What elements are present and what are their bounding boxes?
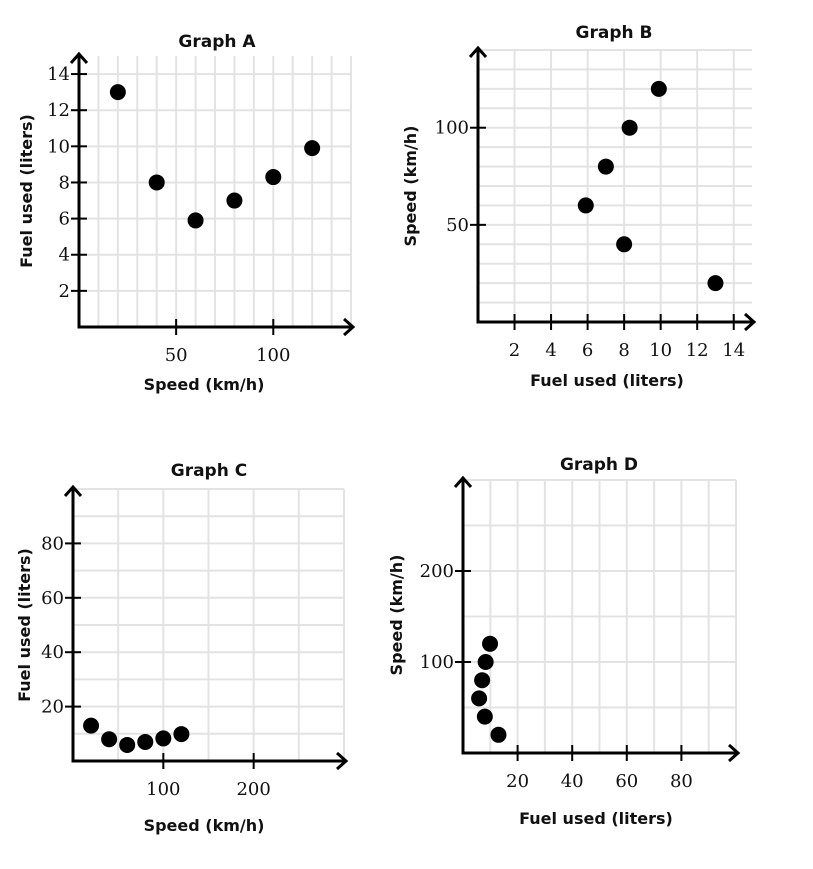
x-tick-label: 2: [509, 340, 520, 361]
data-point: [101, 731, 118, 748]
data-point: [173, 726, 190, 743]
y-tick-label: 4: [59, 245, 70, 266]
graph-b-grid: [478, 49, 752, 322]
graph-a-grid: [79, 56, 352, 327]
graph-c: 100 200 20 40 60 80 Graph C Speed (km/h) Fuel us…: [15, 461, 349, 835]
y-tick-label: 200: [420, 561, 454, 582]
x-axis-arrow-icon: [728, 743, 741, 763]
graph-b: 2 4 6 8 10 12 14 50 100 Graph B Fuel used (liters)…: [401, 23, 757, 390]
data-point: [707, 275, 724, 292]
graph-d-y-axis-label: Speed (km/h): [387, 555, 406, 676]
data-point: [155, 730, 172, 747]
graph-c-title: Graph C: [171, 461, 247, 481]
x-tick-label: 10: [649, 340, 672, 361]
y-tick-label: 8: [59, 172, 70, 193]
x-axis-arrow-icon: [343, 317, 356, 337]
x-tick-label: 12: [686, 340, 709, 361]
data-point: [477, 654, 494, 670]
data-point: [226, 192, 243, 209]
x-tick-label: 8: [618, 340, 629, 361]
y-axis-arrow-icon: [468, 45, 488, 58]
x-axis-arrow-icon: [336, 751, 349, 771]
x-tick-label: 80: [670, 771, 693, 792]
data-point: [476, 708, 493, 725]
y-tick-label: 60: [41, 588, 64, 609]
x-tick-label: 20: [506, 771, 529, 792]
x-tick-label: 4: [545, 340, 556, 361]
x-tick-label: 200: [236, 779, 270, 800]
graph-a: 50 100 2 4 6 8 10 12 14 Graph A Speed (km/h) Fuel u…: [17, 32, 356, 394]
x-tick-label: 100: [256, 345, 290, 366]
graph-a-title: Graph A: [178, 32, 256, 52]
y-tick-label: 100: [420, 652, 454, 673]
y-tick-label: 6: [59, 209, 70, 230]
x-axis-arrow-icon: [744, 312, 757, 332]
data-point: [83, 717, 100, 734]
data-point: [650, 80, 667, 97]
data-point: [109, 84, 126, 101]
graph-d: 20 40 60 80 100 200 Graph D Fuel used (liters) S…: [387, 455, 741, 828]
y-tick-label: 2: [59, 281, 70, 302]
graph-c-y-axis-label: Fuel used (liters): [15, 548, 34, 702]
y-tick-label: 20: [41, 697, 64, 718]
graph-a-x-axis-label: Speed (km/h): [144, 375, 265, 394]
x-tick-label: 60: [615, 771, 638, 792]
data-point: [137, 733, 154, 750]
graph-d-x-axis-label: Fuel used (liters): [519, 809, 673, 828]
y-tick-label: 100: [435, 118, 469, 139]
data-point: [148, 174, 165, 191]
y-tick-label: 50: [446, 215, 469, 236]
data-point: [471, 690, 488, 707]
data-point: [482, 635, 499, 652]
graph-d-title: Graph D: [560, 455, 638, 475]
data-point: [187, 212, 204, 229]
graph-b-title: Graph B: [576, 23, 653, 43]
x-tick-label: 40: [561, 771, 584, 792]
y-tick-label: 80: [41, 533, 64, 554]
y-axis-arrow-icon: [69, 51, 89, 64]
y-tick-label: 40: [41, 642, 64, 663]
x-tick-label: 6: [582, 340, 593, 361]
graph-c-x-axis-label: Speed (km/h): [144, 816, 265, 835]
y-tick-label: 12: [47, 100, 70, 121]
x-tick-label: 50: [165, 345, 188, 366]
data-point: [119, 736, 136, 753]
data-point: [616, 236, 633, 253]
graph-a-y-axis-label: Fuel used (liters): [17, 114, 36, 268]
x-tick-label: 100: [146, 779, 180, 800]
data-point: [304, 140, 321, 157]
data-point: [490, 726, 507, 743]
graph-b-x-axis-label: Fuel used (liters): [530, 371, 684, 390]
y-tick-label: 14: [47, 64, 70, 85]
data-point: [577, 197, 594, 214]
data-point: [474, 672, 491, 689]
data-point: [597, 158, 614, 175]
y-axis-arrow-icon: [63, 484, 83, 497]
data-point: [265, 169, 282, 186]
graph-c-grid: [73, 488, 345, 761]
y-tick-label: 10: [47, 136, 70, 157]
x-tick-label: 14: [722, 340, 745, 361]
graph-b-y-axis-label: Speed (km/h): [401, 126, 420, 247]
graph-d-grid: [463, 479, 737, 753]
data-point: [621, 119, 638, 136]
y-axis-arrow-icon: [453, 475, 473, 488]
